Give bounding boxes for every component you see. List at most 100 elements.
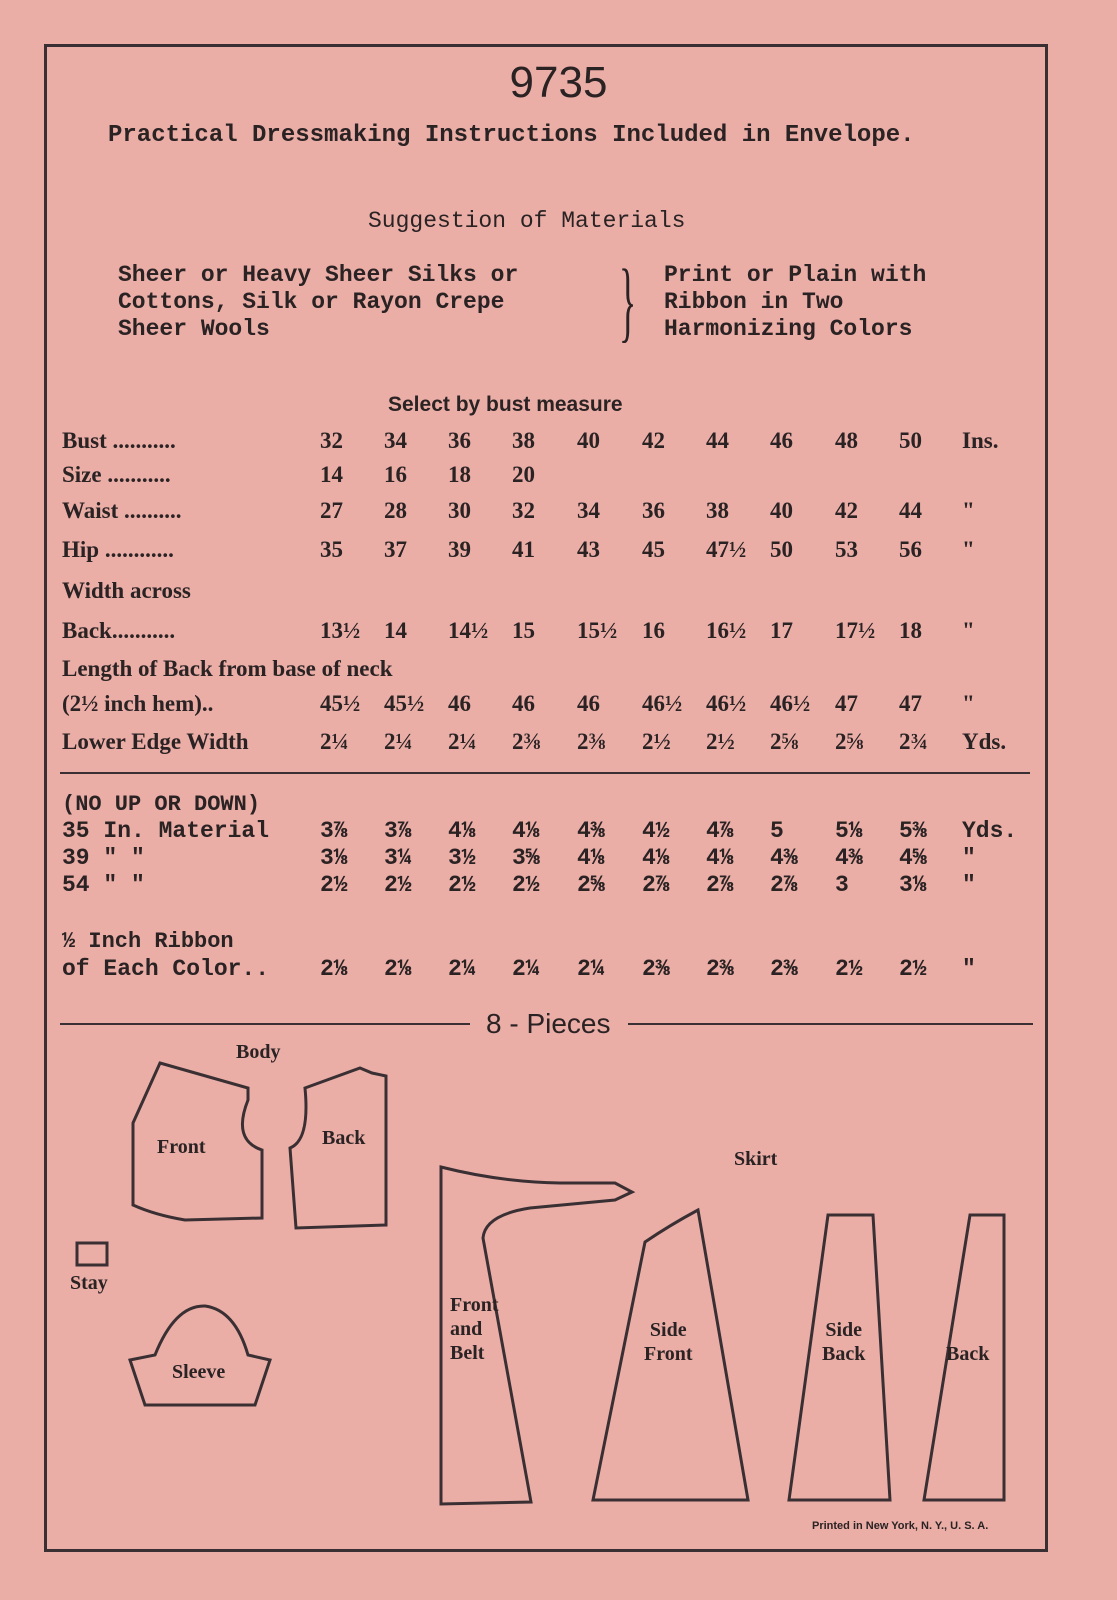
row-label: (2½ inch hem)..	[62, 691, 214, 716]
cell-value: 4⅞	[706, 818, 734, 844]
row-label: 39 " "	[62, 845, 145, 871]
cell-value: 2⅞	[706, 872, 734, 898]
cell-value: 34	[384, 428, 407, 453]
cell-value: 50	[899, 428, 922, 453]
label-line: Side	[649, 1319, 687, 1341]
pieces-heading: 8 - Pieces	[486, 1008, 611, 1039]
material-line: Sheer or Heavy Sheer Silks or	[118, 262, 519, 288]
cell-value: 4⅜	[835, 845, 863, 871]
cell-value: 2½	[448, 872, 476, 898]
cell-value: 4⅛	[512, 818, 540, 844]
cell-value: 2⅛	[384, 956, 412, 982]
cell-value: 39	[448, 537, 471, 562]
cell-value: 2¼	[512, 956, 540, 982]
cell-value: 2⅜	[770, 956, 798, 982]
cell-value: 4⅛	[642, 845, 670, 871]
cell-value: 2¾	[899, 729, 928, 754]
cell-value: 40	[577, 428, 600, 453]
label-line: Belt	[450, 1342, 485, 1364]
cell-value: 18	[899, 618, 922, 643]
body-label: Body	[236, 1041, 281, 1063]
row-label: Lower Edge Width	[62, 729, 249, 754]
cell-value: 5	[770, 818, 784, 844]
cell-value: 47	[899, 691, 922, 716]
cell-value: 47	[835, 691, 858, 716]
cell-value: 2½	[899, 956, 927, 982]
cell-value: 3⅛	[320, 845, 348, 871]
cell-value: 2½	[706, 729, 735, 754]
cell-value: 2¼	[320, 729, 349, 754]
piece-body-front	[131, 1061, 264, 1222]
cell-value: 36	[642, 498, 665, 523]
cell-value: 2⅜	[642, 956, 670, 982]
cell-value: 45½	[320, 691, 361, 716]
unit-label: "	[962, 618, 975, 643]
cell-value: 28	[384, 498, 407, 523]
unit-label: Yds.	[962, 818, 1018, 844]
skirt-back-label: Back	[946, 1343, 990, 1365]
cell-value: 40	[770, 498, 793, 523]
cell-value: 3½	[448, 845, 476, 871]
cell-value: 46½	[642, 691, 683, 716]
skirt-label: Skirt	[734, 1148, 778, 1170]
cell-value: 36	[448, 428, 471, 453]
cell-value: 2⅝	[577, 872, 605, 898]
cell-value: 4⅝	[899, 845, 927, 871]
cell-value: 45	[642, 537, 665, 562]
cell-value: 2⅜	[512, 729, 541, 754]
divider	[60, 1023, 470, 1025]
materials-heading: Suggestion of Materials	[368, 208, 686, 234]
pattern-number: 9735	[509, 58, 608, 107]
brace-icon: }	[618, 252, 637, 351]
row-label: Size ...........	[62, 462, 171, 487]
sleeve-label: Sleeve	[172, 1361, 226, 1383]
piece-stay	[75, 1241, 109, 1267]
cell-value: 38	[512, 428, 535, 453]
unit-label: "	[962, 845, 976, 871]
material-line: Cottons, Silk or Rayon Crepe	[118, 289, 505, 315]
cell-value: 18	[448, 462, 471, 487]
cell-value: 46	[577, 691, 600, 716]
cell-value: 14	[320, 462, 343, 487]
row-label: Hip ............	[62, 537, 174, 562]
cell-value: 16½	[706, 618, 747, 643]
unit-label: Ins.	[962, 428, 999, 453]
row-label: of Each Color..	[62, 956, 270, 982]
label-line: and	[450, 1318, 483, 1340]
cell-value: 42	[642, 428, 665, 453]
cell-value: 2⅜	[706, 956, 734, 982]
cell-value: 38	[706, 498, 729, 523]
row-label: Bust ...........	[62, 428, 176, 453]
cell-value: 41	[512, 537, 535, 562]
cell-value: 17½	[835, 618, 876, 643]
cell-value: 3¼	[384, 845, 412, 871]
cell-value: 3	[835, 872, 849, 898]
cell-value: 5⅜	[899, 818, 927, 844]
cell-value: 2¼	[384, 729, 413, 754]
front-and-belt-label: Front and Belt	[450, 1293, 499, 1365]
cell-value: 20	[512, 462, 535, 487]
instructions-note: Practical Dressmaking Instructions Inclu…	[108, 122, 915, 149]
border-frame	[44, 44, 1048, 1552]
cell-value: 50	[770, 537, 793, 562]
piece-body-back	[288, 1066, 388, 1230]
cell-value: 2⅝	[835, 729, 864, 754]
cell-value: 4½	[642, 818, 670, 844]
side-front-label: Side Front	[644, 1318, 693, 1366]
cell-value: 5⅛	[835, 818, 863, 844]
cell-value: 3⅛	[899, 872, 927, 898]
cell-value: 2½	[835, 956, 863, 982]
row-label: Waist ..........	[62, 498, 182, 523]
cell-value: 2⅝	[770, 729, 799, 754]
cell-value: 4⅛	[706, 845, 734, 871]
cell-value: 3⅞	[320, 818, 348, 844]
cell-value: 32	[320, 428, 343, 453]
cell-value: 16	[384, 462, 407, 487]
cell-value: 46½	[706, 691, 747, 716]
row-label: 54 " "	[62, 872, 145, 898]
cell-value: 2½	[512, 872, 540, 898]
label-line: Front	[450, 1294, 499, 1316]
cell-value: 44	[706, 428, 729, 453]
label-line: Side	[825, 1319, 863, 1341]
